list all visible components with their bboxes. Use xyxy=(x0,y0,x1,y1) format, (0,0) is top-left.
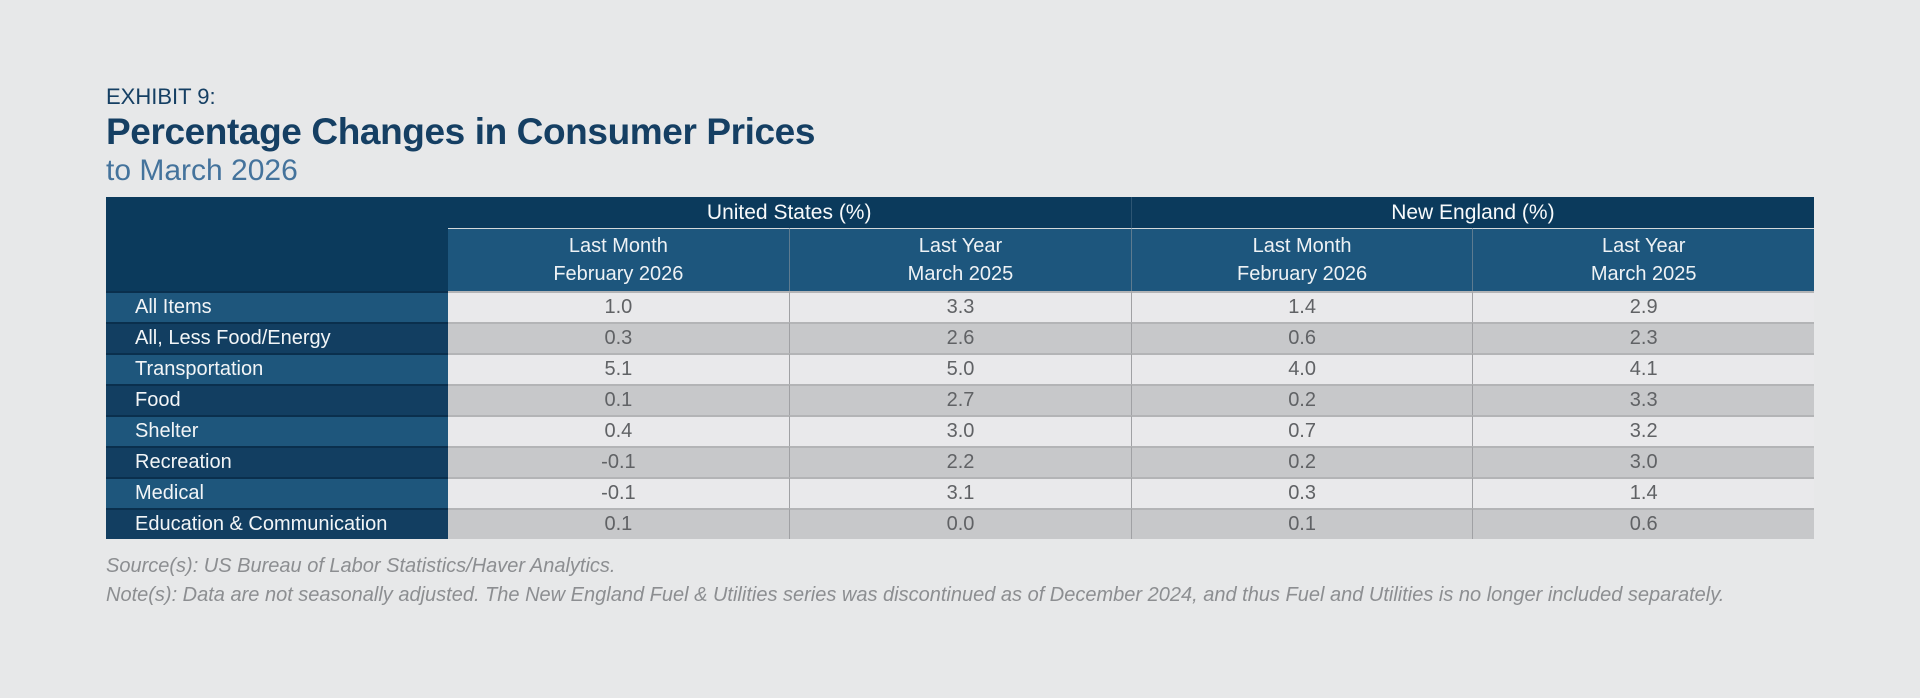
value-cell: 4.0 xyxy=(1130,353,1473,384)
value-cell: 4.1 xyxy=(1472,353,1814,384)
region-header-united-states: United States (%) xyxy=(447,197,1131,228)
value-cell: 0.3 xyxy=(1130,477,1473,508)
value-cell: 2.9 xyxy=(1472,291,1814,322)
value-cell: 3.0 xyxy=(789,415,1131,446)
table-corner-spacer xyxy=(106,197,448,291)
value-cell: 1.0 xyxy=(447,291,790,322)
value-cell: 1.4 xyxy=(1472,477,1814,508)
value-cell: 1.4 xyxy=(1130,291,1473,322)
source-note: Source(s): US Bureau of Labor Statistics… xyxy=(106,555,616,577)
value-cell: 3.1 xyxy=(789,477,1131,508)
value-cell: 2.2 xyxy=(789,446,1131,477)
value-cell: 3.2 xyxy=(1472,415,1814,446)
column-header-us-last-year: Last Year March 2025 xyxy=(789,228,1131,291)
column-header-date: February 2026 xyxy=(1237,263,1368,285)
value-cell: 0.7 xyxy=(1130,415,1473,446)
value-cell: -0.1 xyxy=(447,446,790,477)
column-header-period: Last Year xyxy=(918,235,1003,257)
value-cell: 0.3 xyxy=(447,322,790,353)
value-cell: 0.6 xyxy=(1472,508,1814,539)
value-cell: 0.2 xyxy=(1130,446,1473,477)
value-cell: 0.1 xyxy=(447,384,790,415)
value-cell: 0.1 xyxy=(447,508,790,539)
column-header-period: Last Month xyxy=(1252,235,1352,257)
region-header-new-england: New England (%) xyxy=(1130,197,1814,228)
value-cell: 2.3 xyxy=(1472,322,1814,353)
value-cell: 3.0 xyxy=(1472,446,1814,477)
value-cell: 0.0 xyxy=(789,508,1131,539)
column-header-us-last-month: Last Month February 2026 xyxy=(447,228,790,291)
data-note: Note(s): Data are not seasonally adjuste… xyxy=(106,584,1725,606)
value-cell: 0.1 xyxy=(1130,508,1473,539)
row-label: Food xyxy=(106,384,448,415)
value-cell: 0.6 xyxy=(1130,322,1473,353)
column-header-date: February 2026 xyxy=(553,263,684,285)
consumer-prices-table: United States (%) New England (%) Last M… xyxy=(106,197,1814,539)
row-label: Shelter xyxy=(106,415,448,446)
column-header-period: Last Year xyxy=(1601,235,1686,257)
value-cell: 5.1 xyxy=(447,353,790,384)
column-header-ne-last-month: Last Month February 2026 xyxy=(1130,228,1473,291)
report-content: EXHIBIT 9: Percentage Changes in Consume… xyxy=(106,84,1814,610)
table-footnotes: Source(s): US Bureau of Labor Statistics… xyxy=(106,552,1814,610)
page-subtitle: to March 2026 xyxy=(106,154,298,187)
column-header-period: Last Month xyxy=(568,235,668,257)
value-cell: 3.3 xyxy=(1472,384,1814,415)
value-cell: 5.0 xyxy=(789,353,1131,384)
column-header-ne-last-year: Last Year March 2025 xyxy=(1472,228,1814,291)
exhibit-label: EXHIBIT 9: xyxy=(106,84,216,109)
row-label: All, Less Food/Energy xyxy=(106,322,448,353)
row-label: Transportation xyxy=(106,353,448,384)
value-cell: -0.1 xyxy=(447,477,790,508)
value-cell: 2.6 xyxy=(789,322,1131,353)
value-cell: 3.3 xyxy=(789,291,1131,322)
value-cell: 2.7 xyxy=(789,384,1131,415)
row-label: All Items xyxy=(106,291,448,322)
row-label: Education & Communication xyxy=(106,508,448,539)
row-label: Medical xyxy=(106,477,448,508)
column-header-date: March 2025 xyxy=(907,263,1014,285)
value-cell: 0.4 xyxy=(447,415,790,446)
row-label: Recreation xyxy=(106,446,448,477)
page-title: Percentage Changes in Consumer Prices xyxy=(106,111,816,152)
column-header-date: March 2025 xyxy=(1590,263,1697,285)
value-cell: 0.2 xyxy=(1130,384,1473,415)
